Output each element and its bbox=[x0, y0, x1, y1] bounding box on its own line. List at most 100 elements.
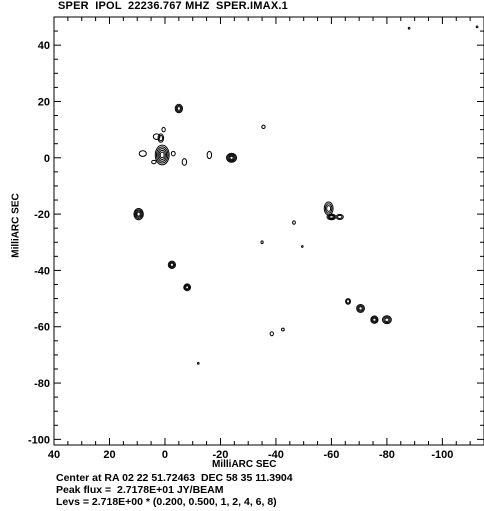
contour-level bbox=[475, 25, 479, 29]
contour-component bbox=[183, 283, 191, 292]
contour-level bbox=[227, 153, 236, 162]
contour-component bbox=[170, 150, 176, 157]
center-coordinates: Center at RA 02 22 51.72463 DEC 58 35 11… bbox=[56, 472, 293, 484]
contour-level bbox=[370, 315, 379, 324]
contour-level bbox=[206, 150, 213, 160]
contour-level bbox=[170, 150, 176, 157]
contour-level bbox=[337, 214, 343, 219]
contour-component bbox=[269, 331, 274, 337]
x-axis-label: MilliARC SEC bbox=[212, 459, 277, 470]
contour-level bbox=[159, 151, 165, 159]
contour-component bbox=[206, 150, 213, 160]
contour-level bbox=[175, 104, 182, 113]
contour-level bbox=[155, 146, 169, 164]
contour-level bbox=[176, 106, 181, 111]
contour-level bbox=[335, 213, 344, 220]
contour-level bbox=[261, 124, 266, 130]
contour-component bbox=[167, 260, 177, 269]
contour-level bbox=[356, 303, 365, 313]
contour-component bbox=[356, 303, 365, 313]
contour-level bbox=[185, 285, 190, 290]
contour-component bbox=[335, 213, 344, 220]
contour-level bbox=[292, 220, 296, 225]
peak-flux: Peak flux = 2.7178E+01 JY/BEAM bbox=[56, 484, 224, 496]
y-tick-label: 20 bbox=[38, 96, 50, 108]
y-tick-label: 0 bbox=[44, 153, 50, 165]
contour-level bbox=[381, 315, 392, 325]
contour-component bbox=[292, 220, 296, 225]
contour-level bbox=[157, 148, 168, 162]
y-axis-label: MilliARC SEC bbox=[10, 193, 22, 258]
contour-level bbox=[384, 317, 390, 322]
contour-level bbox=[260, 240, 264, 245]
contour-level bbox=[158, 149, 166, 161]
contour-component bbox=[226, 152, 238, 163]
contour-component bbox=[161, 126, 166, 133]
contour-level bbox=[358, 306, 363, 311]
contour-levels: Levs = 2.718E+00 * (0.200, 0.500, 1, 2, … bbox=[56, 496, 277, 508]
contour-level bbox=[196, 361, 200, 365]
x-tick-label: -40 bbox=[268, 449, 284, 461]
contour-level bbox=[346, 299, 351, 304]
contour-level bbox=[151, 159, 157, 165]
contour-level bbox=[136, 211, 141, 217]
contour-component bbox=[174, 103, 183, 114]
contour-level bbox=[357, 305, 364, 312]
contour-component bbox=[157, 133, 165, 143]
contour-component bbox=[345, 298, 352, 305]
x-tick-label: -60 bbox=[323, 449, 339, 461]
contour-component bbox=[323, 201, 334, 216]
x-tick-label: -100 bbox=[431, 449, 453, 461]
contour-level bbox=[154, 144, 170, 166]
x-tick-label: 40 bbox=[48, 449, 60, 461]
contour-component bbox=[154, 144, 170, 166]
contour-level bbox=[135, 210, 142, 218]
contour-level bbox=[407, 26, 411, 30]
contour-level bbox=[169, 262, 175, 267]
contour-level bbox=[161, 126, 166, 133]
chart-title: SPER IPOL 22236.767 MHZ SPER.IMAX.1 bbox=[58, 0, 288, 12]
y-tick-label: -40 bbox=[34, 265, 50, 277]
contour-component bbox=[151, 159, 157, 165]
contour-level bbox=[328, 215, 334, 219]
contour-level bbox=[372, 317, 377, 322]
contour-component bbox=[326, 213, 337, 221]
contour-level bbox=[226, 152, 238, 163]
contour-level bbox=[229, 155, 234, 160]
contour-component bbox=[152, 133, 161, 140]
contour-level bbox=[280, 327, 285, 332]
y-tick-label: -20 bbox=[34, 209, 50, 221]
contour-component bbox=[181, 158, 188, 166]
contour-component bbox=[138, 150, 147, 157]
x-tick-label: 0 bbox=[162, 449, 168, 461]
contour-level bbox=[371, 316, 378, 323]
contour-components bbox=[133, 25, 479, 365]
y-tick-label: 40 bbox=[38, 40, 50, 52]
contour-level bbox=[184, 284, 191, 291]
contour-level bbox=[383, 316, 391, 324]
contour-level bbox=[183, 283, 191, 292]
contour-level bbox=[138, 150, 147, 157]
contour-level bbox=[157, 133, 165, 143]
contour-component bbox=[407, 26, 411, 30]
contour-level bbox=[174, 103, 183, 114]
contour-component bbox=[475, 25, 479, 29]
x-tick-label: -80 bbox=[379, 449, 395, 461]
x-tick-label: 20 bbox=[103, 449, 115, 461]
y-tick-label: -60 bbox=[34, 322, 50, 334]
contour-component bbox=[280, 327, 285, 332]
contour-component bbox=[370, 315, 379, 324]
contour-level bbox=[152, 133, 161, 140]
contour-level bbox=[269, 331, 274, 337]
contour-level bbox=[134, 209, 143, 220]
contour-component bbox=[300, 245, 304, 248]
contour-level bbox=[327, 214, 336, 220]
contour-level bbox=[345, 298, 352, 305]
contour-level bbox=[324, 203, 333, 214]
contour-level bbox=[326, 205, 332, 212]
y-tick-label: -100 bbox=[28, 434, 50, 446]
contour-component bbox=[261, 124, 266, 130]
axis-ticks: 40 20 0 -20 -40 -60 -80 -100 40 20 0 -20 -40 -60 -80 -1… bbox=[28, 16, 484, 461]
x-tick-label: -20 bbox=[212, 449, 228, 461]
